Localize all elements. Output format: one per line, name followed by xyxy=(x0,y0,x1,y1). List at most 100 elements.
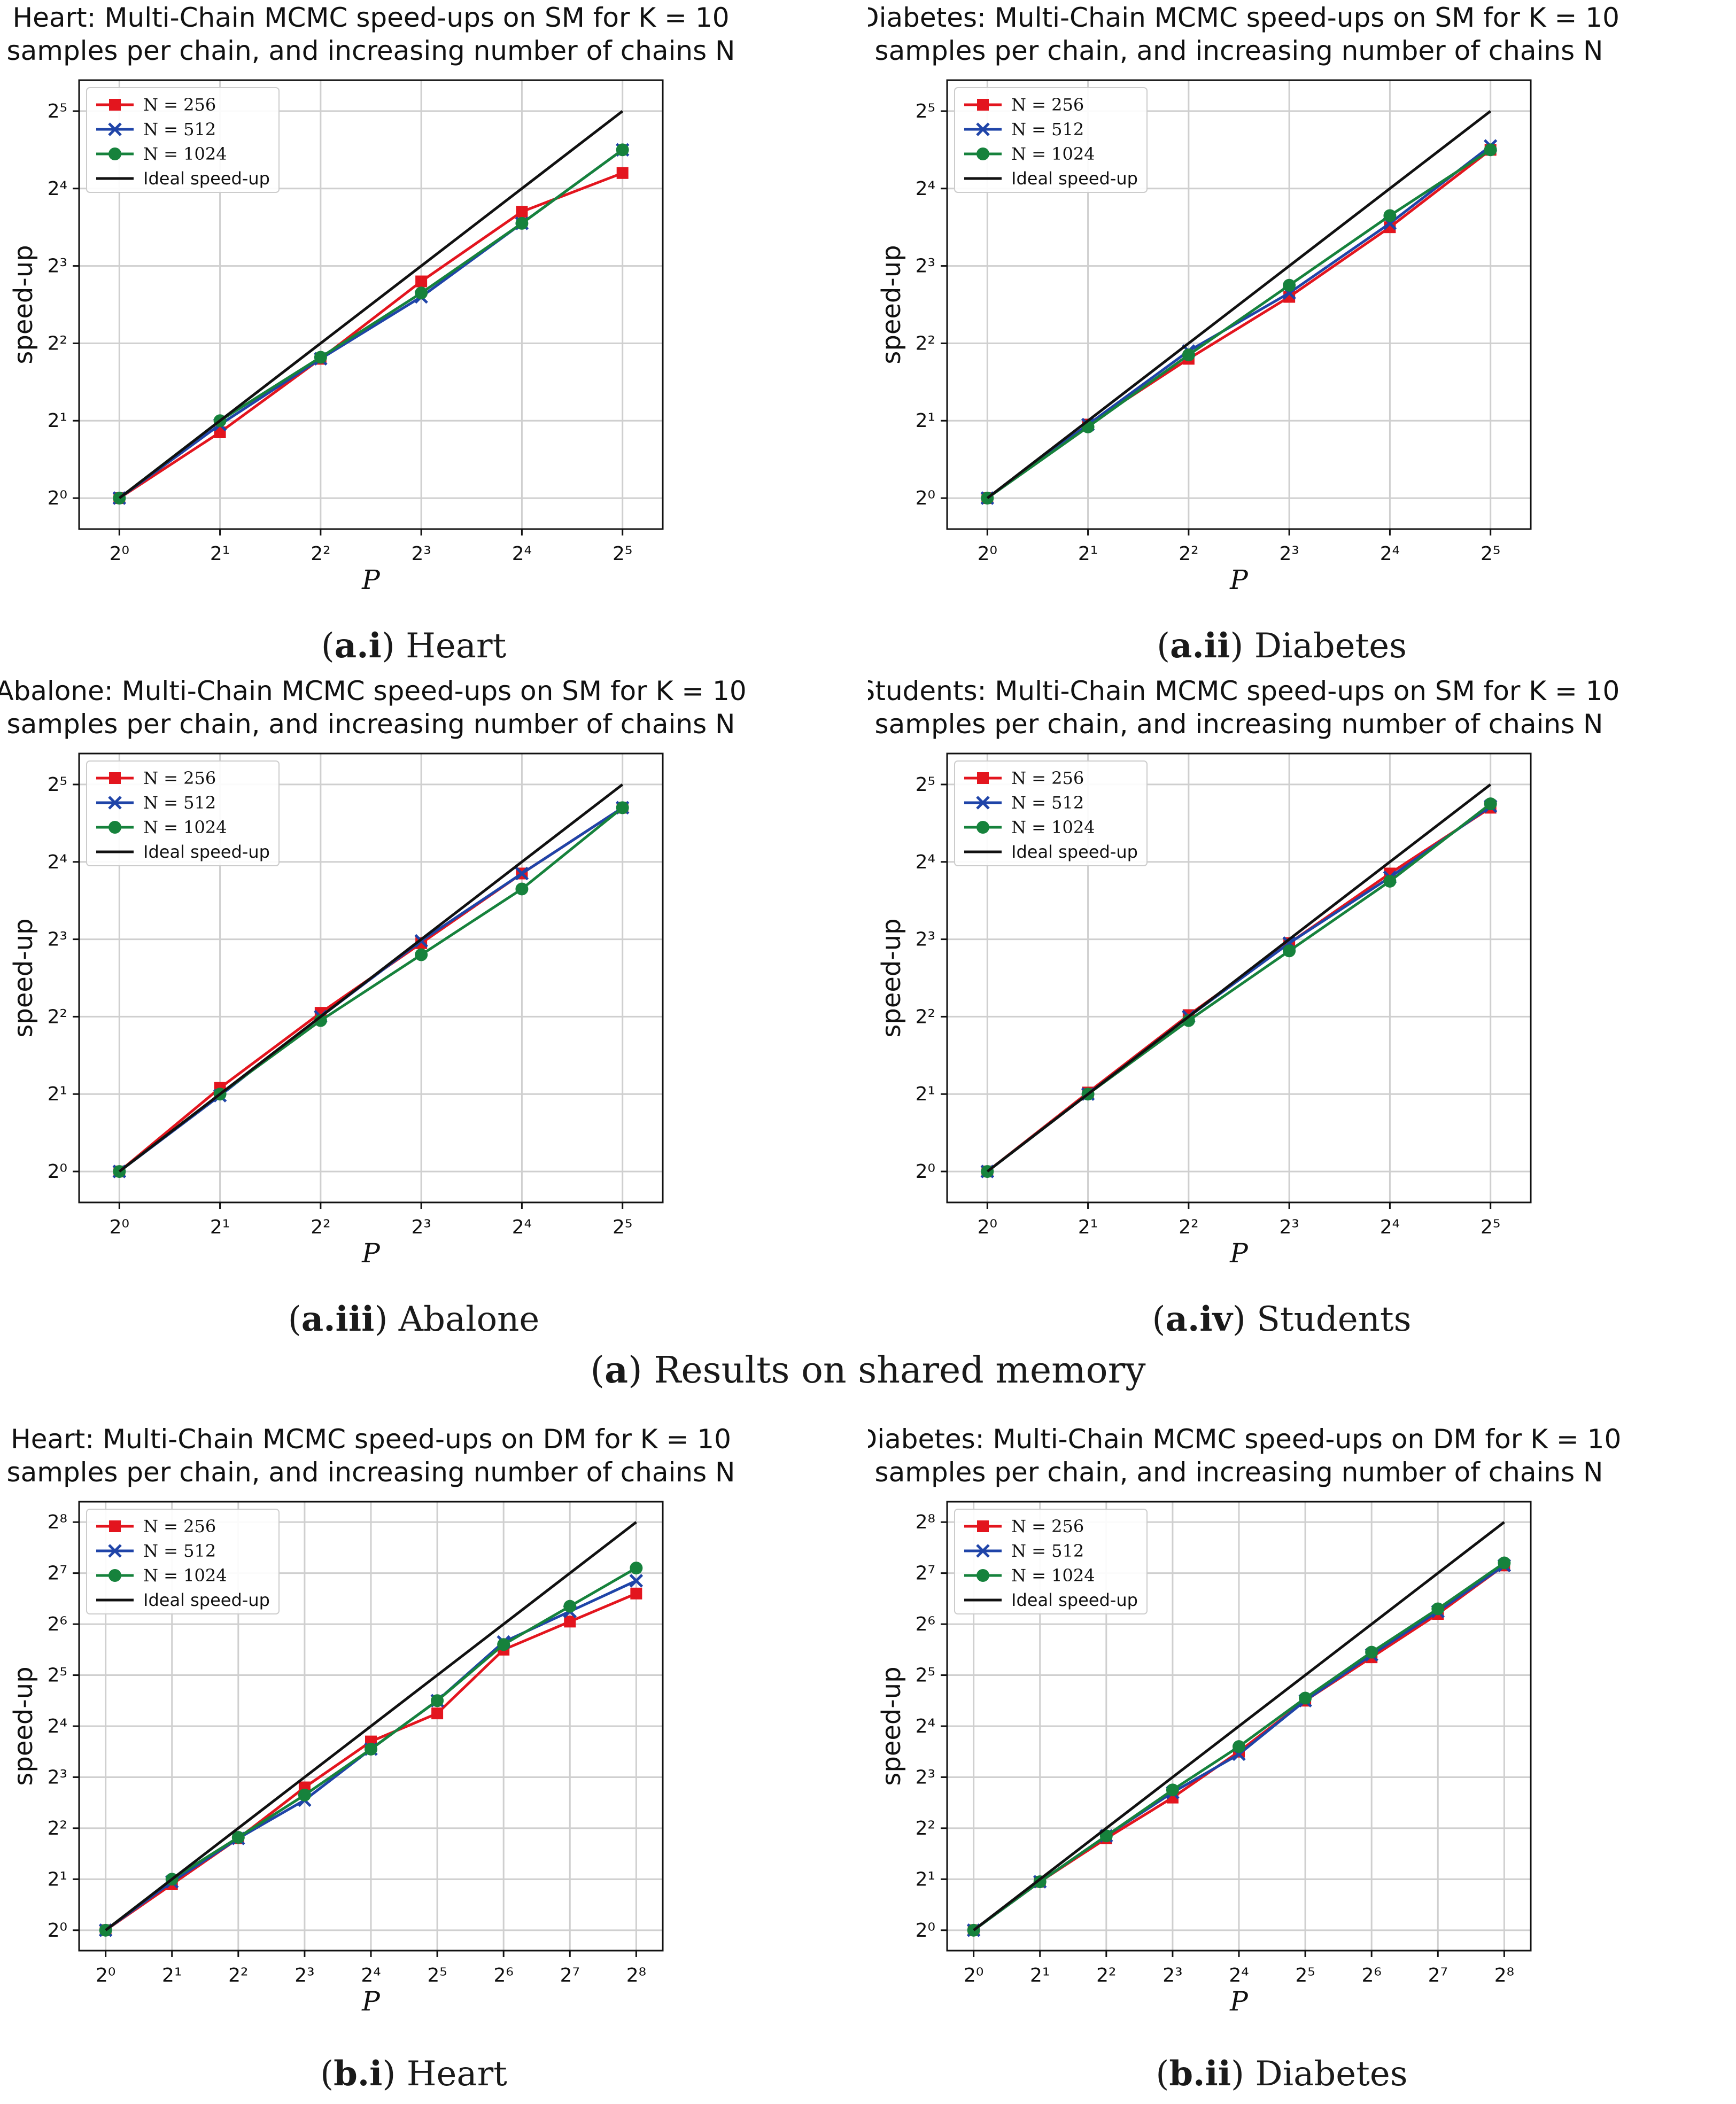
x-tick-label: 2¹ xyxy=(210,1216,230,1238)
subfigure-caption-label: a.iii xyxy=(301,1299,375,1339)
legend-label: Ideal speed-up xyxy=(143,1590,270,1610)
x-tick-label: 2³ xyxy=(411,543,431,565)
chart-title-line2: samples per chain, and increasing number… xyxy=(7,35,735,66)
legend-marker xyxy=(108,1544,122,1558)
y-tick-label: 2³ xyxy=(916,1766,935,1788)
legend-marker xyxy=(109,99,121,111)
subfigure-caption-label: a.i xyxy=(335,626,382,666)
legend-marker xyxy=(977,99,989,111)
x-tick-label: 2⁸ xyxy=(626,1965,646,1986)
x-tick-label: 2⁵ xyxy=(613,543,632,565)
legend-label: N = 256 xyxy=(1011,1516,1084,1536)
x-axis-label: P xyxy=(361,1238,381,1269)
data-point xyxy=(1182,348,1195,362)
y-tick-label: 2² xyxy=(48,332,67,354)
x-tick-label: 2² xyxy=(1179,543,1198,565)
data-point xyxy=(1283,944,1296,958)
data-point xyxy=(231,1831,245,1844)
y-tick-label: 2⁵ xyxy=(916,1665,935,1687)
chart-svg-b_ii: Diabetes: Multi-Chain MCMC speed-ups on … xyxy=(857,1424,1622,2094)
legend-label: Ideal speed-up xyxy=(143,168,270,189)
subfigure-caption: (a.ii) Diabetes xyxy=(1157,626,1407,666)
chart-title-line2: samples per chain, and increasing number… xyxy=(7,1457,735,1488)
y-tick-label: 2¹ xyxy=(48,410,67,432)
series-ideal xyxy=(986,110,1492,500)
y-tick-label: 2³ xyxy=(48,929,67,951)
chart-diabetes-dm: Diabetes: Multi-Chain MCMC speed-ups on … xyxy=(857,1422,1736,2101)
x-tick-label: 2¹ xyxy=(1030,1965,1050,1986)
y-tick-label: 2¹ xyxy=(48,1083,67,1105)
x-tick-label: 2¹ xyxy=(1078,1216,1098,1238)
x-tick-label: 2⁴ xyxy=(1380,1216,1400,1238)
x-tick-label: 2⁴ xyxy=(512,1216,532,1238)
data-point xyxy=(630,1587,642,1600)
subfigure-caption: (b.i) Heart xyxy=(320,2054,507,2094)
legend: N = 256 N = 512 N = 1024 Ideal speed-up xyxy=(86,760,280,866)
legend: N = 256 N = 512 N = 1024 Ideal speed-up xyxy=(86,87,280,193)
series-line xyxy=(986,149,1492,500)
data-point xyxy=(1166,1783,1179,1797)
y-tick-label: 2⁵ xyxy=(48,774,67,796)
y-axis-label: speed-up xyxy=(9,245,38,364)
data-point xyxy=(1498,1556,1511,1570)
subfigure-caption-label: b.i xyxy=(334,2054,382,2094)
legend-label: N = 1024 xyxy=(1011,144,1095,164)
x-tick-label: 2³ xyxy=(294,1965,314,1986)
y-tick-label: 2¹ xyxy=(916,1083,935,1105)
legend-label: N = 512 xyxy=(143,119,216,139)
x-tick-label: 2⁴ xyxy=(1380,543,1400,565)
axes-frame xyxy=(78,752,664,1204)
data-point xyxy=(415,286,428,300)
x-tick-label: 2³ xyxy=(411,1216,431,1238)
chart-svg-a_iii: Abalone: Multi-Chain MCMC speed-ups on S… xyxy=(0,676,747,1339)
subfigure-caption-label: a.iv xyxy=(1166,1299,1234,1339)
data-point xyxy=(431,1707,444,1720)
series-n1024 xyxy=(99,1562,643,1937)
legend-label: N = 1024 xyxy=(143,1565,227,1586)
legend-label: N = 512 xyxy=(1011,793,1084,813)
legend-label: N = 512 xyxy=(143,793,216,813)
chart-title-line2: samples per chain, and increasing number… xyxy=(7,709,735,740)
x-tick-label: 2² xyxy=(311,543,330,565)
x-tick-label: 2⁰ xyxy=(96,1965,115,1986)
y-axis-label: speed-up xyxy=(877,918,906,1037)
series-ideal xyxy=(118,110,624,500)
legend-marker xyxy=(976,821,989,834)
axes-frame xyxy=(946,752,1532,1204)
legend-box xyxy=(954,1509,1148,1614)
y-tick-label: 2⁴ xyxy=(48,1715,67,1737)
x-tick-label: 2² xyxy=(1179,1216,1198,1238)
y-tick-label: 2⁸ xyxy=(916,1511,935,1533)
series-ideal xyxy=(973,1521,1505,1931)
data-point xyxy=(1033,1875,1047,1889)
y-tick-label: 2⁰ xyxy=(48,1161,67,1183)
series-n512 xyxy=(980,139,1498,505)
y-tick-label: 2⁴ xyxy=(916,851,935,873)
series-line xyxy=(118,783,624,1173)
series-n1024 xyxy=(967,1556,1511,1937)
x-tick-label: 2¹ xyxy=(1078,543,1098,565)
x-tick-label: 2⁵ xyxy=(427,1965,447,1986)
y-tick-label: 2⁴ xyxy=(48,851,67,873)
data-point xyxy=(1484,143,1497,157)
legend-label: N = 1024 xyxy=(1011,1565,1095,1586)
x-tick-label: 2⁵ xyxy=(1295,1965,1315,1986)
y-tick-label: 2⁰ xyxy=(916,1161,935,1183)
x-tick-label: 2³ xyxy=(1279,1216,1299,1238)
y-tick-label: 2¹ xyxy=(48,1868,67,1890)
chart-title-line1: Heart: Multi-Chain MCMC speed-ups on DM … xyxy=(11,1424,731,1455)
y-tick-label: 2² xyxy=(916,1818,935,1839)
chart-title-line1: Heart: Multi-Chain MCMC speed-ups on SM … xyxy=(12,2,729,33)
legend-box xyxy=(86,87,280,193)
y-axis-label: speed-up xyxy=(9,1666,38,1785)
x-tick-label: 2⁴ xyxy=(512,543,532,565)
y-tick-label: 2⁵ xyxy=(916,774,935,796)
series-line xyxy=(986,110,1492,500)
data-point xyxy=(630,1562,643,1575)
chart-title-line2: samples per chain, and increasing number… xyxy=(875,709,1603,740)
data-point xyxy=(415,275,428,288)
chart-title-line2: samples per chain, and increasing number… xyxy=(875,1457,1603,1488)
subfigure-caption: (b.ii) Diabetes xyxy=(1156,2054,1407,2094)
y-tick-label: 2⁴ xyxy=(916,1715,935,1737)
series-line xyxy=(118,172,623,500)
